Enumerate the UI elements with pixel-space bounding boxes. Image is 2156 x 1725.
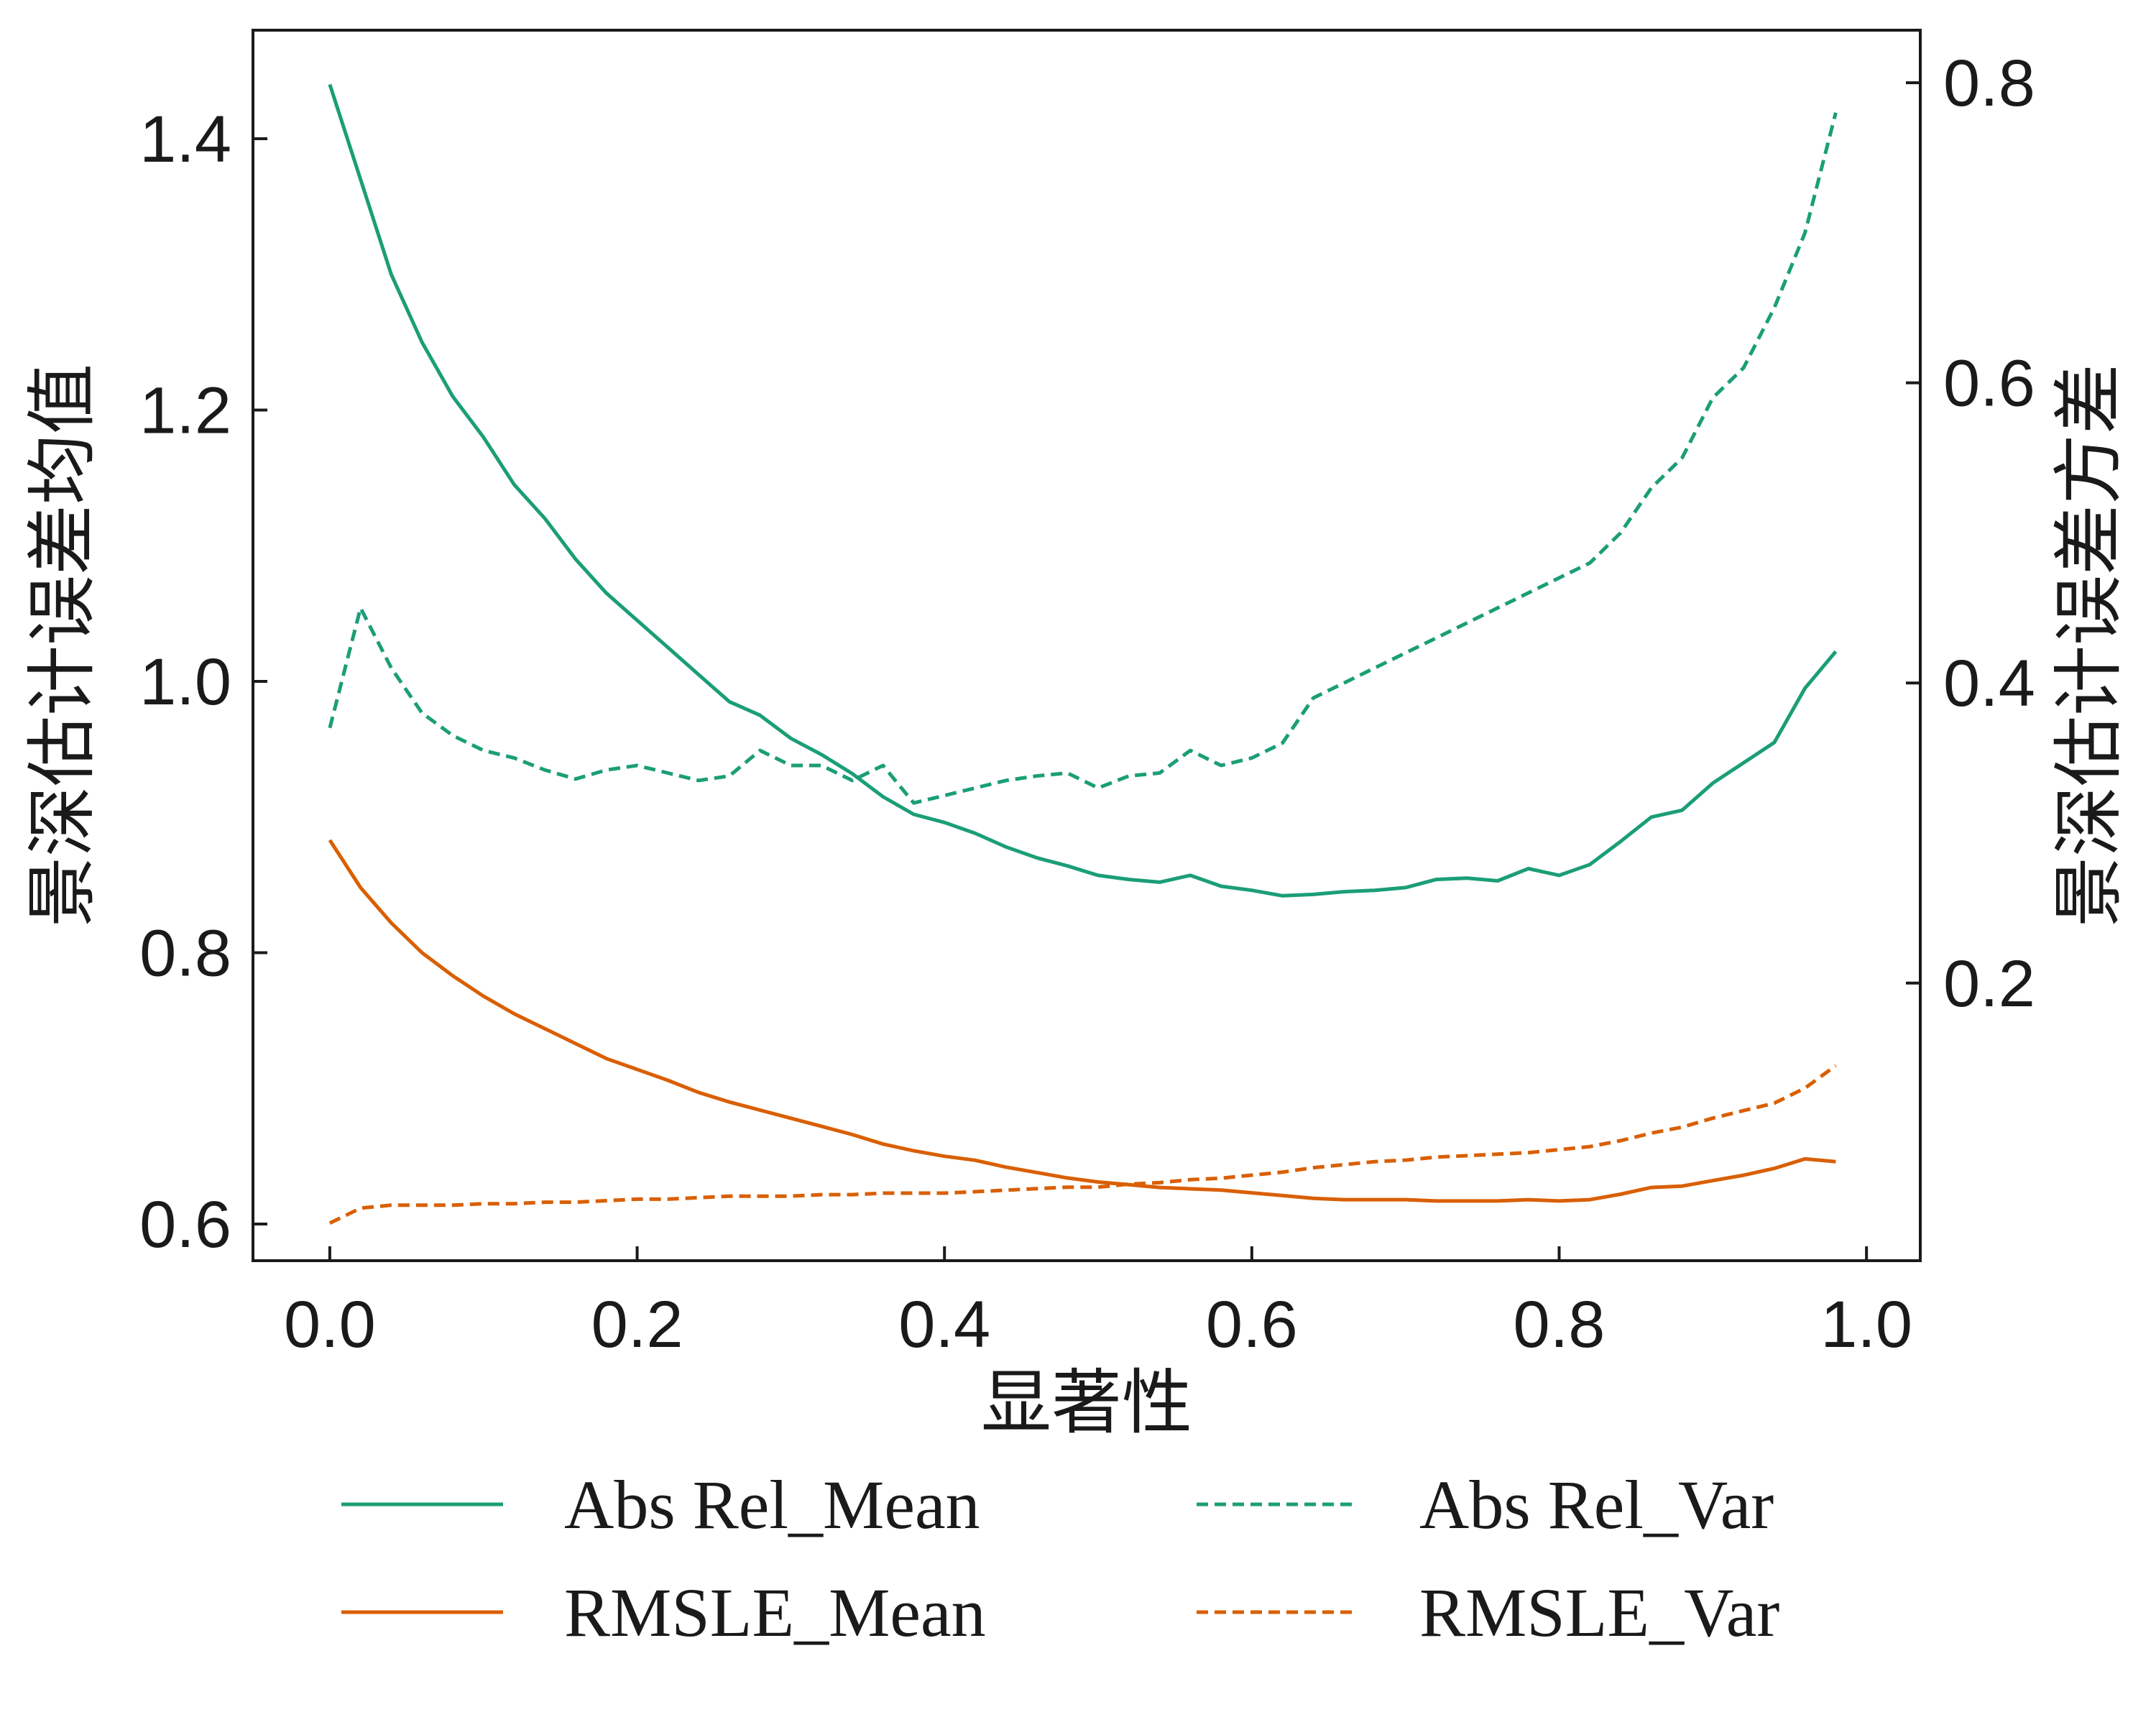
- legend-label: Abs Rel_Mean: [564, 1466, 980, 1543]
- y-right-axis-title: 景深估计误差方差: [2048, 364, 2130, 927]
- legend: Abs Rel_Mean RMSLE_Mean Abs Rel_Var RMSLE_V…: [341, 1466, 1779, 1651]
- y-right-tick-label: 0.6: [1943, 347, 2035, 420]
- x-tick-label: 1.0: [1820, 1288, 1912, 1361]
- series-line-abs-rel-mean: [328, 83, 1838, 898]
- series-line-rmsle-var: [328, 1064, 1837, 1225]
- y-left-tick-label: 1.2: [139, 374, 231, 448]
- x-axis-ticks: 0.0 0.2 0.4 0.6 0.8 1.0: [284, 1246, 1912, 1361]
- plot-frame: [252, 29, 1922, 1262]
- x-tick-label: 0.8: [1514, 1288, 1606, 1361]
- legend-label: RMSLE_Mean: [564, 1574, 986, 1651]
- legend-label: Abs Rel_Var: [1419, 1466, 1774, 1543]
- y-right-tick-label: 0.2: [1943, 947, 2035, 1021]
- x-tick-label: 0.4: [898, 1288, 990, 1361]
- x-tick-label: 0.2: [591, 1288, 683, 1361]
- y-left-axis-title: 景深估计误差均值: [22, 364, 103, 927]
- y-left-tick-label: 0.6: [139, 1188, 231, 1261]
- series-line-abs-rel-var: [328, 112, 1838, 805]
- y-left-axis-ticks: 0.6 0.8 1.0 1.2 1.4: [139, 103, 267, 1261]
- series-line-rmsle-mean: [328, 839, 1836, 1203]
- y-left-tick-label: 1.4: [139, 103, 231, 176]
- y-left-tick-label: 1.0: [139, 645, 231, 719]
- legend-label: RMSLE_Var: [1419, 1574, 1779, 1651]
- y-right-tick-label: 0.4: [1943, 647, 2035, 720]
- y-left-tick-label: 0.8: [139, 917, 231, 990]
- y-right-tick-label: 0.8: [1943, 47, 2035, 120]
- y-right-axis-ticks: 0.2 0.4 0.6 0.8: [1906, 47, 2035, 1021]
- series-layer: [328, 83, 1838, 1225]
- x-tick-label: 0.0: [284, 1288, 376, 1361]
- x-tick-label: 0.6: [1206, 1288, 1298, 1361]
- x-axis-title: 显著性: [981, 1362, 1192, 1444]
